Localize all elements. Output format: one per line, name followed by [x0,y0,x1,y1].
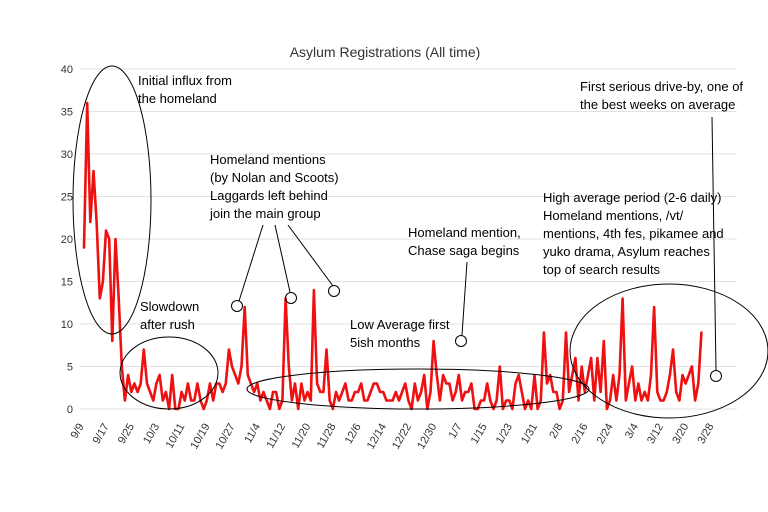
x-tick-label: 12/22 [390,422,414,452]
annotation-text: the homeland [138,91,217,106]
x-tick-label: 11/28 [315,422,339,451]
y-axis-ticks: 0 5 10 15 20 25 30 35 40 [61,64,73,416]
y-tick-label: 15 [61,277,73,289]
annotation-text: Initial influx from [138,73,232,88]
annotation-pointer [274,224,291,293]
annotation-text: High average period (2-6 daily) [543,190,721,205]
x-tick-label: 1/23 [494,422,515,447]
x-tick-label: 11/12 [264,422,288,451]
x-tick-label: 2/24 [595,422,616,447]
x-tick-label: 1/7 [447,422,465,441]
x-tick-label: 10/19 [188,422,212,452]
y-tick-label: 25 [61,192,73,204]
annotation-text: Homeland mention, [408,225,521,240]
x-tick-label: 1/15 [469,422,490,447]
annotation-text: 5ish months [350,335,421,350]
x-tick-label: 9/9 [69,422,87,441]
annotation-ellipse [246,368,590,410]
y-tick-label: 10 [61,319,73,331]
x-tick-label: 2/16 [569,422,590,447]
series-layer [82,101,703,411]
annotation-circle [710,370,722,382]
annotation-text: Slowdown [140,299,199,314]
annotation-circle [328,285,340,297]
x-tick-label: 11/4 [242,422,263,446]
annotation-circle [455,335,467,347]
x-tick-label: 9/25 [116,422,137,447]
chart-title: Asylum Registrations (All time) [290,44,481,60]
annotation-text: Low Average first [350,317,450,332]
annotation-text: Homeland mentions [210,152,326,167]
annotation-text: yuko drama, Asylum reaches [543,244,710,259]
annotations: Initial influx from the homeland Slowdown a… [138,73,743,350]
annotation-circle [285,292,297,304]
annotation-text: after rush [140,317,195,332]
x-tick-label: 3/12 [645,422,666,447]
y-tick-label: 40 [61,64,73,76]
x-tick-label: 10/27 [214,422,238,452]
y-tick-label: 20 [61,234,73,246]
annotation-pointer [711,116,717,371]
x-tick-label: 12/14 [365,422,389,452]
x-tick-label: 3/4 [623,422,641,441]
annotation-text: mentions, 4th fes, pikamee and [543,226,724,241]
annotation-text: join the main group [209,206,321,221]
y-tick-label: 30 [61,149,73,161]
annotation-text: Laggards left behind [210,188,328,203]
x-tick-label: 2/8 [547,422,565,441]
series-line [82,101,703,411]
annotation-pointer [461,261,468,336]
annotation-pointer [238,224,264,302]
grid [80,68,737,410]
x-tick-label: 1/31 [519,422,540,447]
x-tick-label: 9/17 [91,422,112,447]
y-tick-label: 5 [67,362,73,374]
x-tick-label: 10/3 [141,422,162,447]
annotation-ellipse [72,65,152,335]
x-tick-label: 3/20 [670,422,691,447]
y-tick-label: 0 [67,404,73,416]
annotation-text: top of search results [543,262,661,277]
annotation-text: the best weeks on average [580,97,735,112]
annotation-circle [231,300,243,312]
annotation-text: Chase saga begins [408,243,520,258]
annotation-pointer [287,224,334,287]
annotation-text: (by Nolan and Scoots) [210,170,339,185]
x-axis-ticks: 9/9 9/17 9/25 10/3 10/11 10/19 10/27 11/4 11/12 1… [69,422,717,452]
x-tick-label: 10/11 [164,422,188,451]
annotation-ellipse [119,336,219,410]
x-tick-label: 12/6 [343,422,364,447]
x-tick-label: 3/28 [695,422,716,447]
y-tick-label: 35 [61,107,73,119]
x-tick-label: 12/30 [415,422,439,452]
annotation-ellipse [569,283,768,419]
x-tick-label: 11/20 [290,422,314,451]
annotation-text: First serious drive-by, one of [580,79,743,94]
annotation-shapes [72,65,768,419]
annotation-text: Homeland mentions, /vt/ [543,208,684,223]
